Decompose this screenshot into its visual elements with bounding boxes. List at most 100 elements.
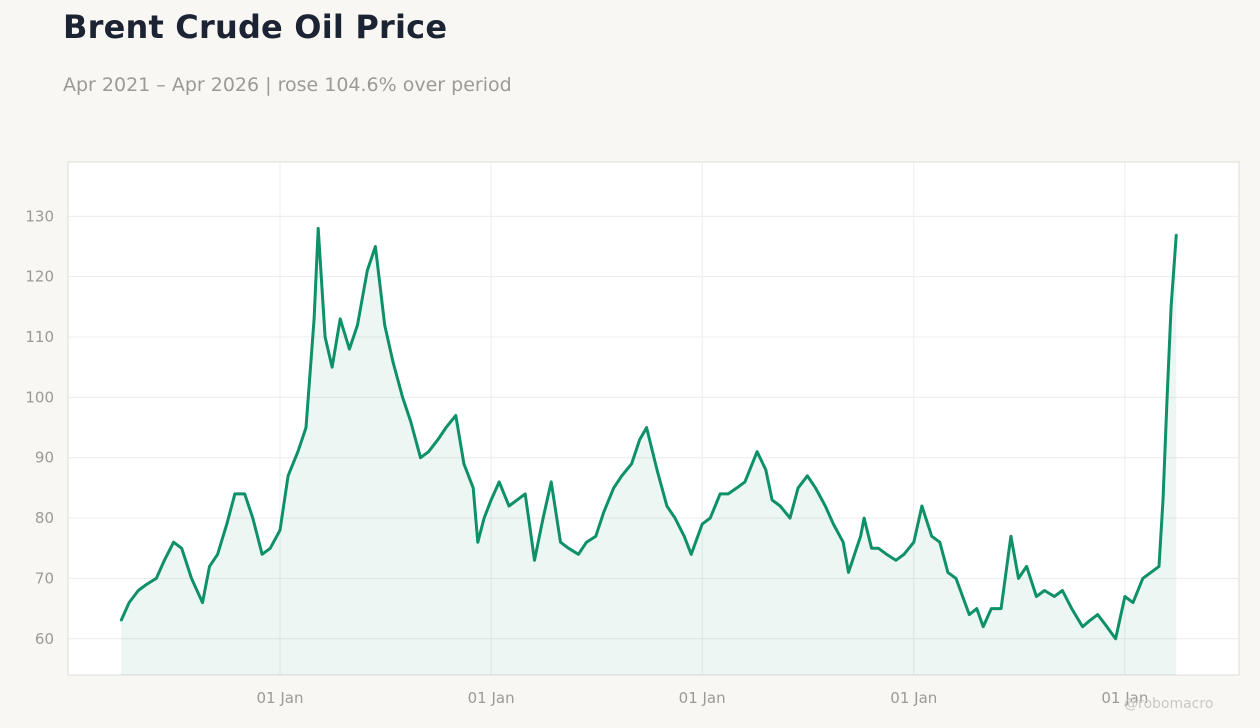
data-point <box>1035 595 1038 598</box>
data-point <box>533 559 536 562</box>
data-point <box>756 450 758 453</box>
data-point <box>930 535 933 537</box>
data-point <box>190 577 193 580</box>
data-point <box>870 547 873 550</box>
data-point <box>137 589 140 592</box>
data-point <box>317 227 320 230</box>
x-tick-label: 01 Jan <box>1101 689 1148 707</box>
data-point <box>180 547 183 550</box>
data-point <box>1170 306 1172 308</box>
y-tick-label: 100 <box>25 388 54 406</box>
y-axis-ticks: 60 70 80 90 100 110 120 130 <box>25 207 54 647</box>
data-point <box>1088 619 1091 622</box>
data-point <box>374 245 377 248</box>
data-point <box>524 493 526 495</box>
data-point <box>1158 565 1160 568</box>
data-point <box>863 517 865 519</box>
data-point <box>366 269 369 272</box>
data-point <box>208 565 211 568</box>
data-point <box>1124 595 1126 598</box>
chart-title: Brent Crude Oil Price <box>63 8 448 46</box>
data-point <box>1132 601 1134 604</box>
data-point <box>339 318 342 320</box>
y-tick-label: 110 <box>25 328 54 346</box>
data-point <box>797 487 799 489</box>
data-point <box>427 450 430 453</box>
x-tick-label: 01 Jan <box>890 689 937 707</box>
data-point <box>1053 595 1056 598</box>
data-point <box>982 625 984 628</box>
data-point <box>1010 535 1012 537</box>
y-tick-label: 130 <box>25 207 54 225</box>
data-point <box>765 469 767 471</box>
data-point <box>490 499 492 501</box>
data-point <box>1114 638 1117 640</box>
data-point <box>683 535 685 537</box>
data-point <box>128 601 130 604</box>
data-point <box>409 420 412 423</box>
data-point <box>463 463 465 465</box>
data-point <box>201 601 204 604</box>
data-point <box>701 523 703 525</box>
data-point <box>155 577 158 580</box>
data-point <box>120 619 122 622</box>
data-point <box>324 336 326 338</box>
data-point <box>261 553 263 556</box>
y-tick-label: 70 <box>35 569 54 587</box>
data-point <box>498 481 501 483</box>
data-point <box>419 456 422 459</box>
data-point <box>709 517 711 519</box>
y-tick-label: 120 <box>25 268 54 286</box>
data-point <box>163 559 166 562</box>
data-point <box>859 535 862 537</box>
data-point <box>585 541 588 543</box>
data-point <box>666 505 668 507</box>
data-point <box>885 553 888 556</box>
data-point <box>226 523 228 525</box>
data-point <box>313 318 315 320</box>
x-axis-ticks: 01 Jan 01 Jan 01 Jan 01 Jan 01 Jan <box>257 689 1149 707</box>
data-point <box>577 553 580 556</box>
data-point <box>1150 571 1152 574</box>
data-point <box>968 613 971 616</box>
data-point <box>331 366 333 369</box>
data-point <box>847 571 850 574</box>
data-point <box>252 517 254 519</box>
data-point <box>814 487 817 489</box>
data-point <box>595 535 597 537</box>
data-point <box>895 559 897 562</box>
data-point <box>1106 625 1108 628</box>
data-point <box>287 475 289 477</box>
data-point <box>472 487 475 489</box>
data-point <box>1081 625 1084 628</box>
data-point <box>542 517 544 519</box>
data-point <box>903 553 905 556</box>
data-point <box>559 541 562 543</box>
data-point <box>243 493 246 495</box>
data-point <box>638 438 641 441</box>
x-tick-label: 01 Jan <box>468 689 515 707</box>
data-point <box>1096 613 1099 616</box>
data-point <box>877 547 880 550</box>
data-point <box>939 541 941 543</box>
data-point <box>234 493 236 495</box>
data-point <box>612 487 615 489</box>
chart-subtitle: Apr 2021 – Apr 2026 | rose 104.6% over p… <box>63 74 512 96</box>
data-point <box>630 463 633 465</box>
data-point <box>305 426 307 429</box>
data-point <box>674 517 676 519</box>
data-point <box>990 607 993 610</box>
data-point <box>727 493 729 495</box>
data-point <box>955 577 957 580</box>
data-point <box>145 583 148 586</box>
data-point <box>947 571 949 574</box>
data-point <box>645 426 648 429</box>
data-point <box>269 547 272 550</box>
data-point <box>806 475 809 477</box>
data-point <box>1142 577 1144 580</box>
data-point <box>1043 589 1046 592</box>
data-point <box>789 517 791 519</box>
y-tick-label: 90 <box>35 449 54 467</box>
data-point <box>832 523 835 525</box>
data-point <box>445 426 447 429</box>
